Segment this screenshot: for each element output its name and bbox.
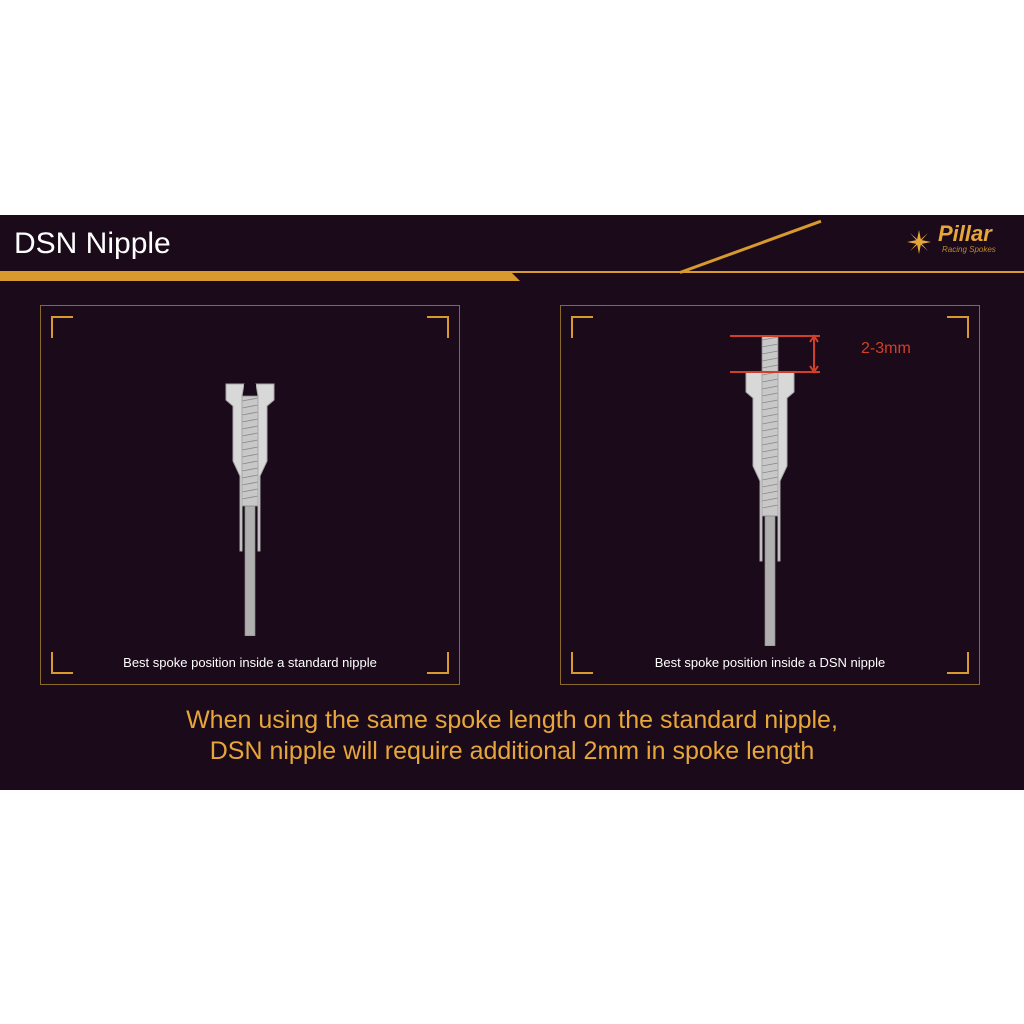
page-title: DSN Nipple xyxy=(14,227,171,261)
sunburst-icon xyxy=(904,227,934,257)
panel-caption: Best spoke position inside a DSN nipple xyxy=(561,655,979,670)
brand-logo: Pillar Racing Spokes xyxy=(904,221,1024,265)
brand-name: Pillar xyxy=(938,221,992,247)
dsn-nipple-diagram xyxy=(670,316,870,646)
corner-bracket-icon xyxy=(571,316,593,338)
panel-caption: Best spoke position inside a standard ni… xyxy=(41,655,459,670)
header-stripe xyxy=(0,271,510,281)
footer-note: When using the same spoke length on the … xyxy=(0,705,1024,768)
header-bar: DSN Nipple Pillar Racing Spokes xyxy=(0,215,1024,273)
corner-bracket-icon xyxy=(51,316,73,338)
panel-dsn-nipple: 2-3mm Best spoke position inside a DSN n… xyxy=(560,305,980,685)
panel-standard-nipple: Best spoke position inside a standard ni… xyxy=(40,305,460,685)
corner-bracket-icon xyxy=(947,316,969,338)
brand-tagline: Racing Spokes xyxy=(942,245,996,254)
standard-nipple-diagram xyxy=(190,336,310,636)
infographic-band: DSN Nipple Pillar Racing Spokes xyxy=(0,215,1024,790)
dimension-label: 2-3mm xyxy=(861,340,911,358)
footer-note-line: When using the same spoke length on the … xyxy=(186,706,838,765)
corner-bracket-icon xyxy=(427,316,449,338)
